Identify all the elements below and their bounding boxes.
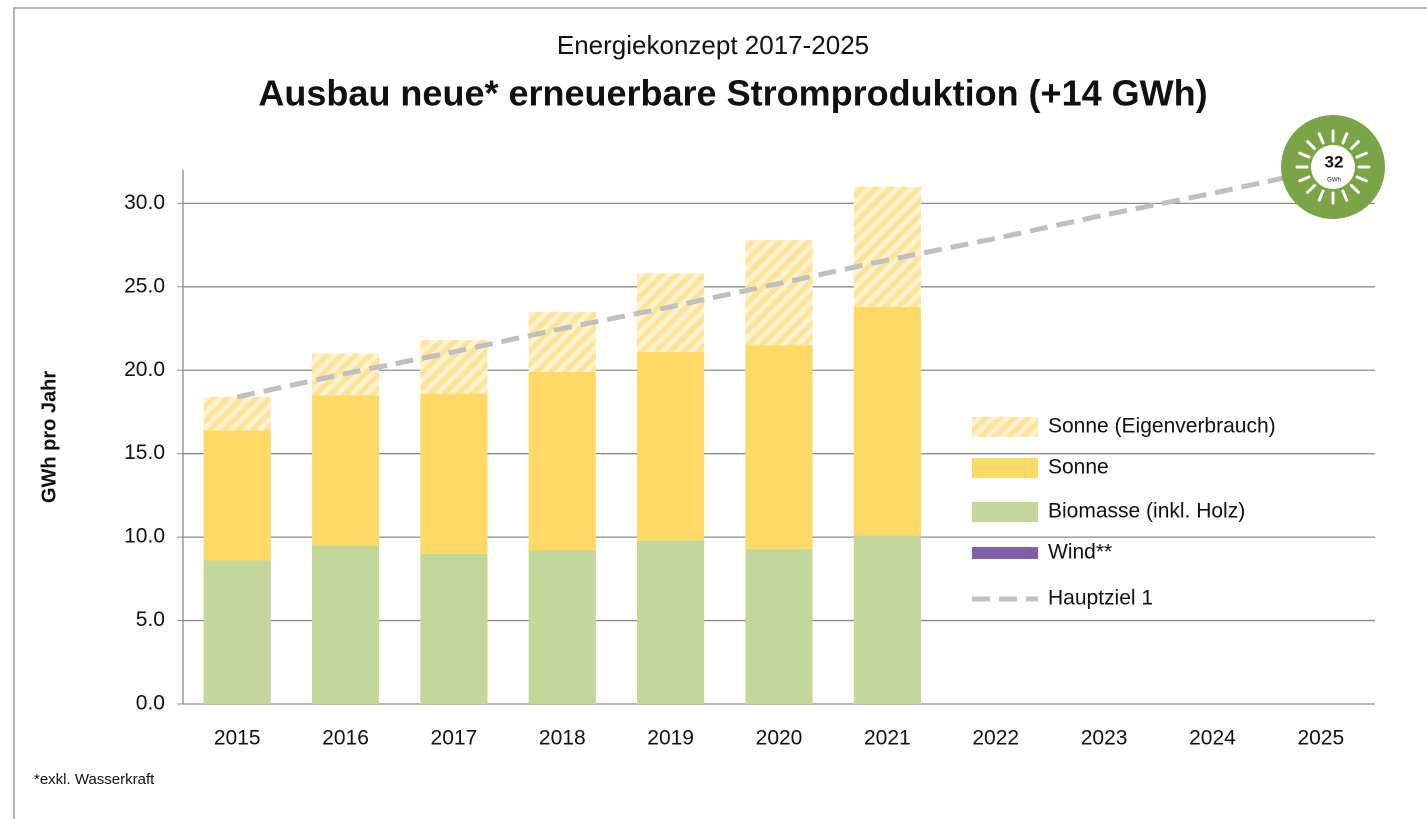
bar [311, 395, 380, 546]
badge-sun [1311, 145, 1355, 189]
legend-label: Sonne [1048, 456, 1109, 479]
bar [853, 535, 921, 704]
bar [853, 186, 921, 307]
badge-ray [1355, 175, 1368, 183]
bar [420, 553, 488, 704]
legend-swatch [972, 502, 1038, 522]
y-tick-label: 30.0 [124, 191, 165, 214]
bar [528, 371, 596, 551]
x-tick-label: 2019 [647, 727, 694, 750]
bar [311, 545, 380, 704]
bar [745, 240, 813, 346]
x-tick-label: 2021 [864, 727, 911, 750]
chart-subtitle: Energiekonzept 2017-2025 [557, 30, 869, 60]
badge-ray [1317, 132, 1325, 145]
badge-ray [1349, 140, 1360, 151]
y-tick-label: 0.0 [136, 692, 165, 715]
badge-ray [1298, 175, 1311, 183]
legend-swatch [972, 417, 1038, 437]
bar [528, 311, 596, 372]
x-tick-label: 2017 [431, 727, 478, 750]
bar [528, 550, 596, 704]
y-axis-label: GWh pro Jahr [38, 371, 60, 503]
legend-swatch [972, 547, 1038, 559]
y-tick-label: 10.0 [124, 525, 165, 548]
badge-ray [1306, 140, 1317, 151]
x-tick-label: 2020 [756, 727, 803, 750]
badge-value: 32 [1325, 152, 1344, 171]
bar [637, 540, 705, 704]
target-line [236, 167, 1322, 400]
bar [745, 345, 813, 549]
badge: 32 GWh [1281, 115, 1385, 219]
bar [203, 430, 271, 561]
bar [745, 548, 813, 704]
badge-ray [1341, 132, 1349, 145]
x-tick-label: 2022 [972, 727, 1019, 750]
bar [420, 393, 488, 554]
badge-ray [1317, 189, 1325, 202]
legend-label: Wind** [1048, 541, 1112, 564]
y-tick-label: 25.0 [124, 274, 165, 297]
chart-title: Ausbau neue* erneuerbare Stromproduktion… [258, 73, 1207, 114]
frame [13, 7, 1427, 819]
x-tick-label: 2024 [1189, 727, 1236, 750]
legend-label: Sonne (Eigenverbrauch) [1048, 415, 1276, 438]
badge-unit: GWh [1327, 178, 1341, 184]
x-tick-label: 2016 [322, 727, 369, 750]
y-tick-label: 5.0 [136, 608, 165, 631]
bar [203, 560, 271, 704]
badge-ray [1355, 151, 1368, 159]
badge-ray [1298, 151, 1311, 159]
y-tick-label: 20.0 [124, 358, 165, 381]
x-tick-label: 2015 [214, 727, 261, 750]
bar [637, 351, 705, 541]
x-tick-label: 2018 [539, 727, 586, 750]
badge-ray [1341, 189, 1349, 202]
x-tick-label: 2023 [1081, 727, 1128, 750]
legend-swatch [972, 458, 1038, 478]
badge-ray [1349, 183, 1360, 194]
legend-label: Biomasse (inkl. Holz) [1048, 500, 1245, 523]
x-tick-label: 2025 [1297, 727, 1344, 750]
bar [853, 306, 921, 536]
badge-ray [1306, 183, 1317, 194]
footnote: *exkl. Wasserkraft [34, 771, 155, 788]
bar [203, 396, 271, 431]
y-tick-label: 15.0 [124, 441, 165, 464]
legend-label: Hauptziel 1 [1048, 587, 1153, 610]
